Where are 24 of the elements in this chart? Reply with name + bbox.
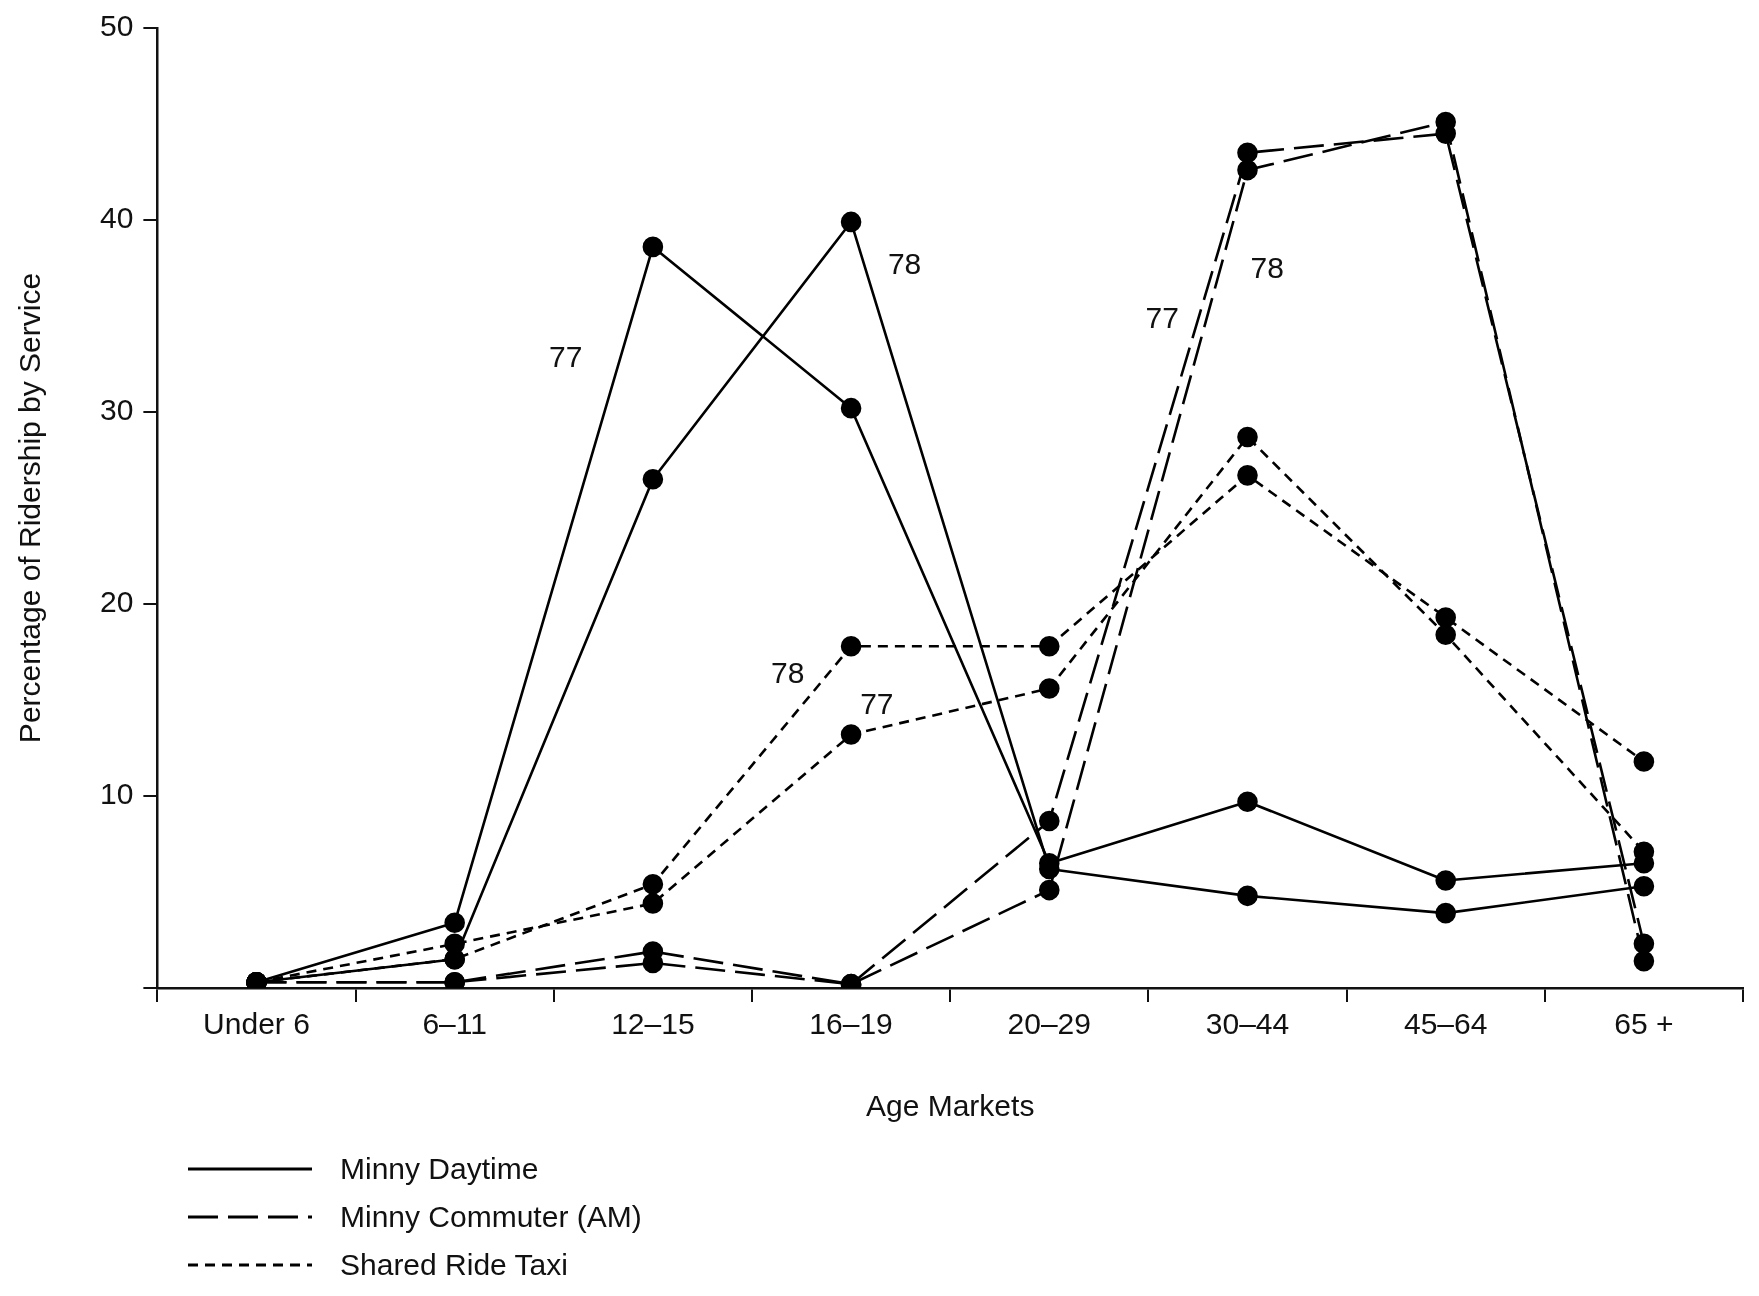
legend-label: Minny Daytime [340,1152,539,1186]
x-tick-label: 65 + [1614,1007,1674,1041]
annotation: 77 [1145,301,1179,335]
y-tick-label: 50 [99,9,134,43]
annotation: 78 [1250,251,1284,285]
legend-label: Shared Ride Taxi [340,1248,568,1282]
annotation: 77 [548,339,583,373]
y-tick-label: 20 [99,585,134,619]
x-tick-label: 45–64 [1403,1007,1488,1041]
annotation: 77 [860,687,894,721]
x-tick-label: 16–19 [809,1007,893,1041]
annotation: 78 [770,656,805,690]
y-tick-label: 10 [99,777,134,811]
y-tick-label: 40 [99,201,134,235]
x-tick-label: Under 6 [203,1007,310,1041]
y-tick-label: 30 [99,393,134,427]
x-tick-label: 6–11 [422,1007,487,1041]
x-tick-label: 12–15 [611,1007,695,1041]
legend-label: Minny Commuter (AM) [340,1200,642,1234]
y-axis-title: Percentage of Ridership by Service [13,272,47,744]
annotation: 78 [887,247,922,281]
x-tick-label: 20–29 [1007,1007,1092,1041]
x-axis-title: Age Markets [865,1089,1035,1123]
x-tick-label: 30–44 [1205,1007,1290,1041]
